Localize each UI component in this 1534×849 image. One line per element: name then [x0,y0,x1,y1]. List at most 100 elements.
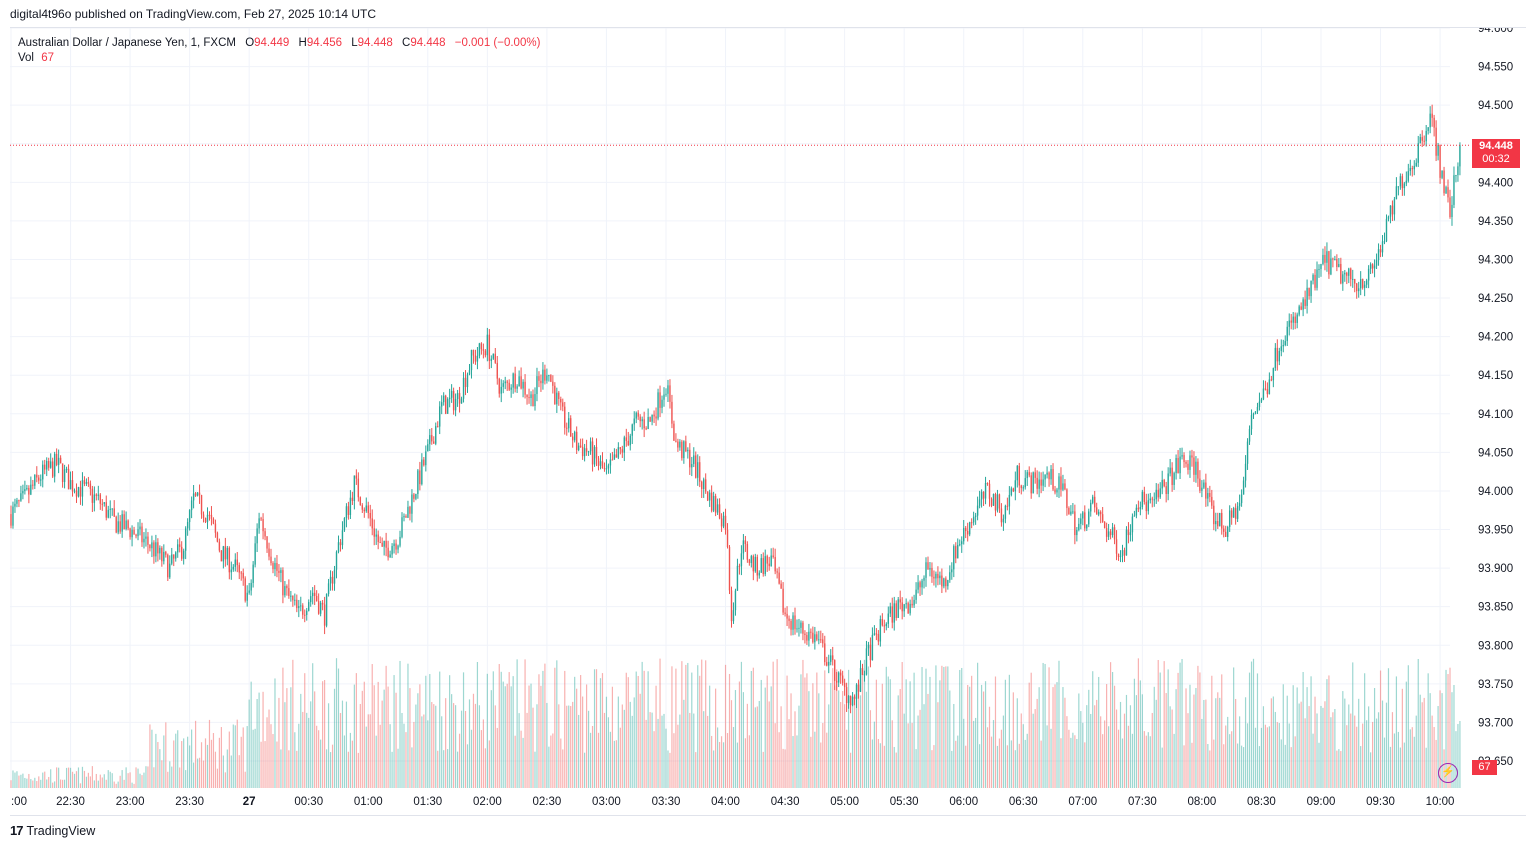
bolt-icon[interactable]: ⚡ [1438,763,1458,783]
legend-close-value: 94.448 [410,37,446,49]
candle-body [893,603,895,623]
candle-body [329,576,332,584]
candle-body [953,546,955,570]
volume-bar [722,742,725,788]
candle-body [980,491,983,500]
candle-body [673,423,675,441]
candle-body [1346,272,1348,276]
candle-body [75,490,78,497]
volume-bar [580,675,582,788]
candle-body [36,474,38,478]
candle-body [123,514,125,530]
candle-body [556,392,558,405]
volume-bar [1207,744,1209,788]
volume-bar [578,714,580,788]
volume-bar [1235,698,1237,788]
candle-body [67,468,70,490]
volume-bar [276,741,278,788]
y-tick-label: 93.850 [1478,602,1513,614]
volume-bar [1191,742,1193,788]
volume-bar [861,668,864,788]
volume-bar [292,659,294,788]
candle-body [732,610,735,622]
volume-bar [453,703,455,788]
candle-body [1405,180,1408,184]
candle-body [764,556,766,575]
candle-body [492,353,495,359]
candle-body [1032,472,1034,494]
volume-bar [1334,709,1336,788]
volume-bar [304,673,306,788]
volume-bar [1004,679,1006,788]
candle-body [955,546,957,559]
volume-bar [982,691,985,788]
candle-body [1439,145,1441,178]
volume-bar [1324,701,1326,788]
candle-body [49,461,52,468]
volume-bar [518,713,520,788]
candle-body [1240,494,1243,504]
candle-body [1171,467,1173,485]
candle-body [444,395,447,414]
tradingview-brand[interactable]: 17 TradingView [10,823,95,838]
volume-bar [1072,732,1074,788]
candle-body [367,505,369,514]
candle-body [1056,489,1058,493]
candle-body [55,453,58,465]
candle-body [637,412,639,417]
volume-bar [67,767,70,788]
candle-body [1296,314,1298,323]
volume-bar [1407,665,1409,788]
candle-body [57,457,60,465]
candle-body [1385,218,1388,242]
candle-body [1431,113,1433,118]
volume-bar [933,745,935,788]
candle-body [667,385,669,394]
volume-bar [1084,742,1086,788]
candle-body [361,505,364,510]
candle-body [1230,510,1233,518]
candle-body [387,547,389,558]
volume-bar [1189,684,1191,788]
volume-bar [214,751,217,788]
volume-bar [913,672,915,788]
candle-body [212,518,215,524]
volume-bar [863,659,866,788]
volume-bar [707,715,709,788]
candle-body [1187,463,1189,470]
volume-bar [1373,688,1376,788]
candle-body [315,595,318,602]
candle-body [1359,278,1362,289]
volume-bar [109,771,111,788]
volume-bar [947,666,949,788]
volume-bar [540,685,542,788]
volume-bar [711,735,713,788]
candle-body [1417,143,1419,163]
volume-bar [73,773,76,788]
candle-body [1357,288,1360,292]
volume-bar [284,702,286,788]
candle-body [865,648,868,675]
chart-frame[interactable]: 94.60094.55094.50094.45094.40094.35094.3… [10,27,1526,816]
chart-canvas[interactable]: 94.60094.55094.50094.45094.40094.35094.3… [10,28,1526,815]
candle-body [1088,511,1090,525]
volume-bar [1048,667,1050,788]
candle-body [137,529,139,537]
volume-bar [1165,693,1167,788]
candle-body [1435,127,1437,156]
candle-body [661,399,663,408]
candle-body [635,412,637,419]
volume-bar [1177,672,1179,788]
candle-body [659,392,661,408]
candle-body [585,448,588,452]
candle-body [774,557,776,572]
volume-bar [375,735,377,788]
candle-body [750,556,753,564]
candle-body [548,375,550,377]
volume-bar [1260,727,1263,788]
volume-bar [65,767,68,788]
volume-bar [405,732,407,788]
volume-bar [838,690,840,788]
volume-bar [111,773,113,788]
candle-body [653,414,655,417]
